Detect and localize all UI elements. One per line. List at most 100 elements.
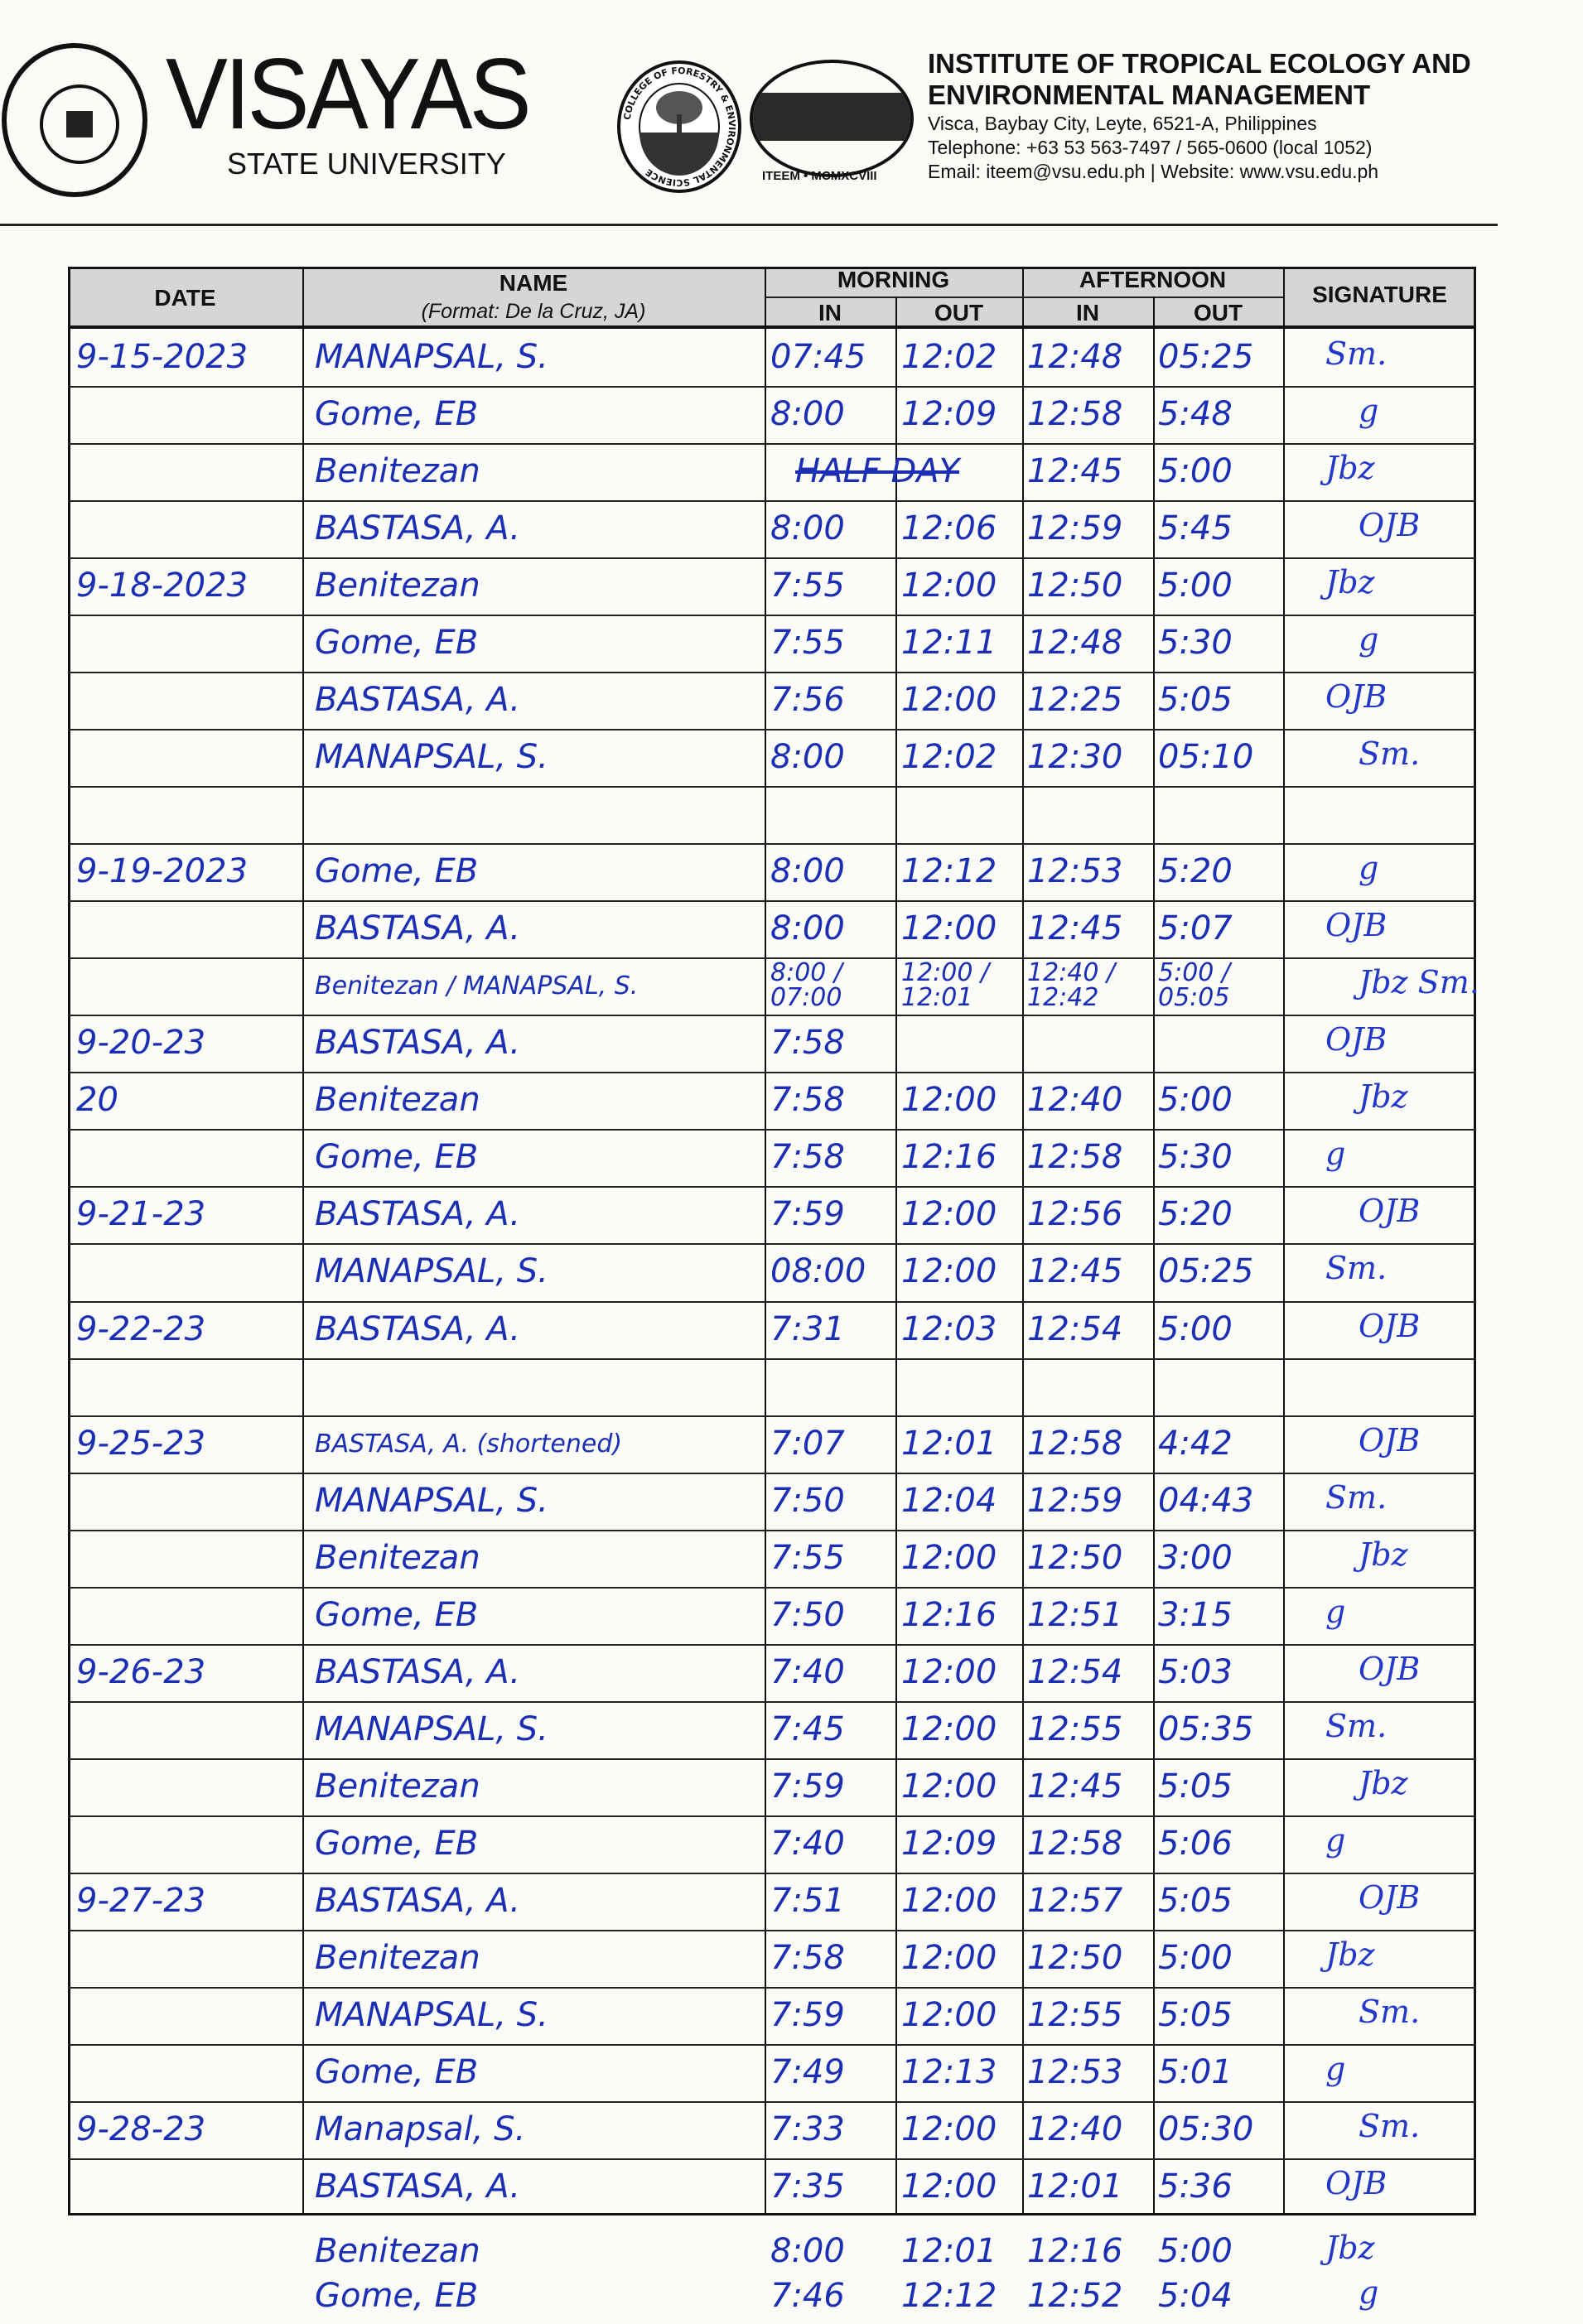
column-divider [1022,267,1024,2216]
date-cell: 9-20-23 [76,1024,206,1062]
signature-mark: OJB [1359,1193,1421,1229]
morning-in-cell: 7:58 [770,1081,845,1119]
row-divider [68,500,1476,502]
name-cell: MANAPSAL, S. [315,1996,548,2034]
morning-in-cell: 7:59 [770,1996,845,2034]
afternoon-out-cell: 5:30 [1158,1138,1233,1176]
afternoon-in-cell: 12:54 [1027,1653,1123,1691]
afternoon-out-cell: 5:30 [1158,624,1233,662]
name-cell: BASTASA, A. [315,509,521,547]
afternoon-out-cell: 5:01 [1158,2053,1233,2091]
afternoon-out-cell: 5:04 [1158,2277,1233,2315]
signature-mark: OJB [1359,1651,1421,1687]
name-cell: Benitezan [315,2232,480,2270]
header-morning: MORNING [837,267,950,292]
signature-mark: g [1359,621,1379,658]
column-divider [765,267,766,2216]
morning-out-cell: 12:03 [901,1310,997,1348]
row-divider [68,2101,1476,2103]
afternoon-in-cell: 12:59 [1027,509,1123,547]
morning-out-cell: 12:01 [901,2232,997,2270]
signature-mark: OJB [1359,1308,1421,1344]
afternoon-in-cell: 12:50 [1027,567,1123,605]
header-date: DATE [154,285,216,311]
institute-title: INSTITUTE OF TROPICAL ECOLOGY AND ENVIRO… [928,48,1471,111]
afternoon-out-cell: 5:05 [1158,681,1233,719]
name-cell: BASTASA, A. [315,681,521,719]
morning-out-cell: 12:16 [901,1596,997,1634]
morning-in-cell: 8:00 [770,2232,845,2270]
row-divider [68,729,1476,730]
morning-out-cell: 12:00 [901,2167,997,2206]
afternoon-in-cell: 12:58 [1027,395,1123,433]
signature-mark: g [1359,393,1379,429]
afternoon-in-cell: 12:30 [1027,738,1123,776]
row-divider [68,2044,1476,2046]
afternoon-out-cell: 5:00 [1158,2232,1233,2270]
afternoon-out-cell: 5:48 [1158,395,1233,433]
morning-in-cell: 7:58 [770,1939,845,1977]
morning-out-cell: 12:01 [901,1425,997,1463]
signature-mark: OJB [1325,2165,1388,2201]
afternoon-out-cell: 05:25 [1158,1252,1254,1290]
afternoon-out-cell: 05:25 [1158,338,1254,376]
signature-mark: Sm. [1359,2108,1421,2144]
morning-in-cell: 7:50 [770,1482,845,1520]
date-cell: 9-28-23 [76,2110,206,2148]
afternoon-out-cell: 5:20 [1158,852,1233,890]
afternoon-in-cell: 12:58 [1027,1825,1123,1863]
afternoon-out-cell: 05:30 [1158,2110,1254,2148]
morning-in-cell: 7:45 [770,1710,845,1748]
row-divider [68,1701,1476,1703]
afternoon-in-cell: 12:45 [1027,1767,1123,1806]
morning-in-cell: 8:00 / 07:00 [770,958,843,1012]
institute-title-line2: ENVIRONMENTAL MANAGEMENT [928,80,1371,110]
morning-out-cell: 12:00 [901,1882,997,1920]
date-cell: 9-22-23 [76,1310,206,1348]
signature-mark: Jbz [1359,1536,1408,1573]
afternoon-in-cell: 12:54 [1027,1310,1123,1348]
morning-in-cell: 7:51 [770,1882,845,1920]
afternoon-out-cell: 5:36 [1158,2167,1233,2206]
row-divider [68,557,1476,559]
afternoon-out-cell: 3:00 [1158,1539,1233,1577]
column-divider [302,267,304,2216]
attendance-table [68,267,1476,2216]
name-cell: Gome, EB [315,1596,479,1634]
university-name: VISAYAS [166,37,532,150]
header-signature: SIGNATURE [1312,282,1447,307]
afternoon-out-cell: 5:00 [1158,567,1233,605]
morning-in-cell: 7:58 [770,1138,845,1176]
name-cell: BASTASA, A. [315,1882,521,1920]
date-cell: 9-27-23 [76,1882,206,1920]
morning-out-cell: 12:09 [901,395,997,433]
morning-in-cell: 7:50 [770,1596,845,1634]
morning-in-cell: 8:00 [770,395,845,433]
afternoon-out-cell: 5:45 [1158,509,1233,547]
morning-in-cell: 7:56 [770,681,845,719]
row-divider [68,1473,1476,1474]
morning-in-cell: 7:58 [770,1024,845,1062]
name-cell: Gome, EB [315,1138,479,1176]
name-cell: MANAPSAL, S. [315,1252,548,1290]
tree-icon [656,91,702,124]
name-cell: Benitezan [315,1767,480,1806]
afternoon-out-cell: 5:00 / 05:05 [1158,958,1231,1012]
iteem-logo-label: ITEEM • MCMXCVIII [762,169,877,183]
row-divider [68,1987,1476,1989]
afternoon-out-cell: 5:00 [1158,1310,1233,1348]
name-cell: MANAPSAL, S. [315,1710,548,1748]
morning-in-cell: 7:59 [770,1767,845,1806]
header-morning-out: OUT [934,300,984,325]
row-divider [68,615,1476,616]
name-cell: Benitezan / MANAPSAL, S. [315,972,639,1000]
afternoon-out-cell: 5:00 [1158,452,1233,490]
afternoon-out-cell: 5:03 [1158,1653,1233,1691]
name-cell: Benitezan [315,452,480,490]
afternoon-out-cell: 5:07 [1158,909,1233,947]
row-divider [68,1129,1476,1131]
name-cell: MANAPSAL, S. [315,738,548,776]
morning-out-cell: 12:00 / 12:01 [901,958,990,1012]
name-cell: Manapsal, S. [315,2110,526,2148]
row-divider [68,443,1476,445]
